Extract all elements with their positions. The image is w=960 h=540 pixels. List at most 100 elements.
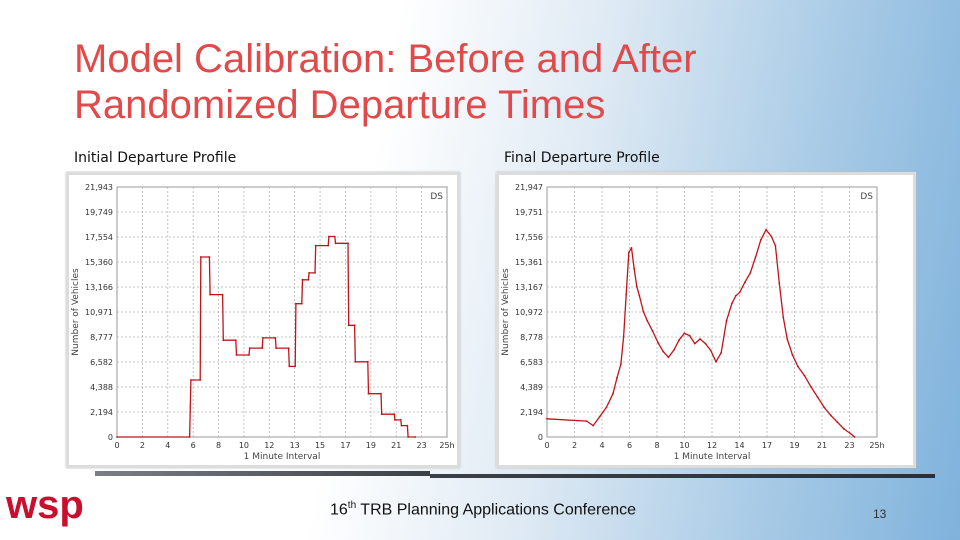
- data-point: [796, 365, 799, 368]
- data-point: [334, 242, 337, 245]
- data-point: [333, 235, 336, 238]
- data-point: [759, 239, 762, 241]
- data-point: [683, 332, 686, 335]
- data-point: [709, 349, 712, 352]
- data-point: [248, 347, 251, 349]
- data-point: [688, 334, 691, 337]
- data-point: [407, 436, 409, 438]
- data-point: [262, 337, 264, 339]
- x-tick-label: 23: [844, 441, 854, 450]
- data-point: [308, 272, 310, 274]
- y-axis-label: Number of Vehicles: [501, 268, 511, 356]
- y-tick-label: 2,194: [520, 408, 543, 417]
- y-tick-label: 10,972: [515, 308, 543, 317]
- final-departure-chart: 21,947 19,751 17,556 15,361 13,167 10,972 8,77…: [501, 183, 885, 462]
- initial-chart-panel: 21,943 19,749 17,554 15,360 13,166 10,971 8,77…: [66, 172, 460, 468]
- x-tick-label: 0: [544, 441, 549, 450]
- y-tick-label: 0: [538, 433, 543, 442]
- data-point: [209, 293, 212, 296]
- wsp-logo-text: wsp: [6, 488, 84, 527]
- data-point: [380, 413, 383, 416]
- y-tick-label: 17,556: [515, 233, 543, 242]
- footer-number: 16: [330, 501, 348, 519]
- data-point: [612, 392, 614, 395]
- data-point: [823, 406, 826, 409]
- data-point: [803, 374, 806, 377]
- x-tick-label: 2: [140, 441, 145, 450]
- data-point: [354, 360, 357, 363]
- data-point: [188, 436, 191, 438]
- data-point: [616, 376, 618, 379]
- data-point: [301, 278, 304, 281]
- x-tick-label: 2: [572, 441, 577, 450]
- x-tick-label: 8: [654, 441, 659, 450]
- data-point: [678, 339, 680, 342]
- data-point: [782, 316, 785, 319]
- wsp-logo: wsp: [6, 488, 84, 527]
- legend-label: DS: [860, 192, 873, 202]
- x-tick-label: 21: [391, 441, 401, 450]
- y-tick-label: 6,583: [520, 358, 543, 367]
- data-point: [693, 342, 696, 345]
- data-point: [635, 285, 638, 288]
- data-point: [672, 349, 675, 352]
- data-point: [725, 319, 728, 322]
- x-tick-label: 4: [165, 441, 170, 450]
- x-tick-label: 4: [599, 441, 604, 450]
- data-point: [829, 414, 832, 417]
- data-point: [366, 360, 369, 363]
- y-tick-label: 0: [108, 433, 113, 442]
- data-point: [630, 247, 633, 249]
- x-tick-label: 17: [340, 441, 350, 450]
- x-axis-label: 1 Minute Interval: [244, 452, 321, 462]
- data-point: [234, 339, 237, 342]
- data-point: [622, 335, 625, 338]
- data-point: [633, 267, 635, 270]
- y-tick-label: 21,947: [515, 183, 543, 192]
- y-tick-label: 13,167: [515, 283, 543, 292]
- x-tick-label: 14: [734, 441, 744, 450]
- data-point: [625, 293, 628, 296]
- y-tick-label: 2,194: [90, 408, 113, 417]
- data-point: [414, 436, 417, 438]
- initial-profile-subtitle: Initial Departure Profile: [74, 150, 237, 166]
- data-point: [667, 356, 670, 359]
- data-point: [738, 291, 741, 294]
- y-tick-label: 6,582: [90, 358, 113, 367]
- legend-label: DS: [430, 192, 443, 202]
- data-point: [399, 419, 402, 421]
- footer-text: 16th TRB Planning Applications Conferenc…: [330, 500, 636, 519]
- data-point: [287, 347, 290, 349]
- data-point: [393, 413, 396, 416]
- x-tick-label: 17: [762, 441, 772, 450]
- data-point: [598, 415, 601, 418]
- y-tick-label: 17,554: [85, 233, 113, 242]
- data-point: [620, 363, 622, 365]
- footer-rule-left: [95, 471, 430, 476]
- data-point: [605, 406, 608, 409]
- data-point: [314, 244, 317, 247]
- x-tick-label: 12: [264, 441, 274, 450]
- data-point: [662, 350, 665, 353]
- footer-superscript: th: [347, 500, 357, 511]
- y-tick-label: 19,749: [85, 208, 113, 217]
- x-axis-label: 1 Minute Interval: [674, 452, 751, 462]
- data-point: [734, 294, 737, 297]
- y-tick-label: 13,166: [85, 283, 113, 292]
- data-point: [295, 302, 297, 305]
- data-point: [744, 281, 746, 283]
- data-point: [294, 365, 297, 368]
- data-point: [720, 351, 723, 354]
- data-point: [816, 396, 819, 398]
- data-point: [208, 256, 211, 258]
- data-point: [715, 360, 717, 363]
- y-axis-label: Number of Vehicles: [71, 268, 81, 356]
- data-point: [394, 419, 396, 421]
- data-point: [199, 256, 202, 258]
- x-tick-label: 23: [417, 441, 427, 450]
- data-point: [328, 235, 330, 238]
- data-point: [235, 354, 238, 356]
- data-point: [627, 251, 630, 254]
- data-point: [222, 339, 225, 342]
- x-tick-label: 10: [239, 441, 249, 450]
